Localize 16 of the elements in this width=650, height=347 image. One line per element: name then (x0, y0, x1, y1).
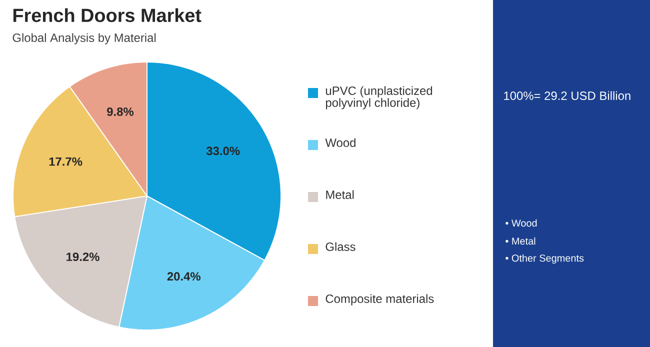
chart-title: French Doors Market (13, 8, 202, 22)
data-label: 19.2% (66, 252, 100, 262)
text: • Wood (506, 219, 537, 227)
text: • Metal (506, 237, 536, 245)
legend-label: Wood (325, 138, 356, 147)
chart-subtitle: Global Analysis by Material (12, 33, 156, 44)
legend-label: Composite materials (326, 294, 434, 306)
text: • Other Segments (506, 254, 584, 264)
data-label: 20.4% (167, 272, 200, 281)
legend-label: Metal (326, 190, 354, 199)
legend-label: Glass (326, 242, 356, 251)
data-label: 17.7% (49, 157, 82, 166)
data-label: 9.8% (107, 107, 134, 116)
text: 100%= 29.2 USD Billion (504, 91, 630, 100)
legend-label: uPVC (unplasticized polyvinyl chloride) (326, 86, 432, 110)
data-label: 33.0% (206, 146, 240, 156)
